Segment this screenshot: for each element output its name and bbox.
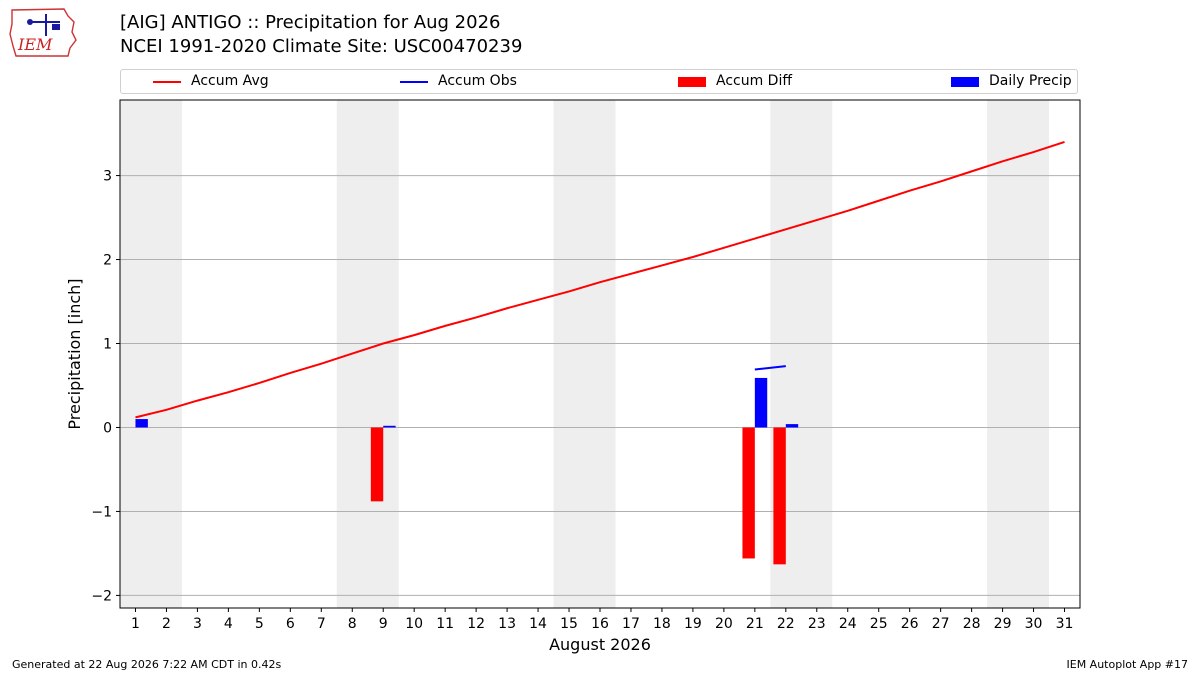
weekend-shade-band [336, 100, 399, 608]
logo-text: IEM [17, 35, 53, 54]
x-tick-label: 30 [1025, 616, 1043, 632]
y-tick-label: 2 [103, 253, 112, 269]
legend-label-accum-diff: Accum Diff [716, 73, 793, 89]
x-tick-label: 18 [653, 616, 671, 632]
x-tick-label: 8 [348, 616, 357, 632]
legend-label-accum-obs: Accum Obs [438, 73, 517, 89]
chart-title: [AIG] ANTIGO :: Precipitation for Aug 20… [120, 12, 501, 33]
accum-diff-bar [773, 427, 786, 565]
legend-label-daily-precip: Daily Precip [989, 73, 1072, 89]
x-tick-label: 1 [131, 616, 140, 632]
x-tick-label: 10 [405, 616, 423, 632]
y-tick-label: 1 [103, 337, 112, 353]
x-tick-label: 29 [994, 616, 1012, 632]
x-tick-label: 6 [286, 616, 295, 632]
x-tick-label: 31 [1056, 616, 1074, 632]
legend-swatch-accum-obs [400, 81, 428, 83]
x-tick-label: 26 [901, 616, 919, 632]
legend-label-accum-avg: Accum Avg [191, 73, 269, 89]
daily-precip-bar [383, 425, 396, 428]
x-tick-label: 13 [498, 616, 516, 632]
y-tick-label: 0 [103, 420, 112, 436]
x-tick-label: 14 [529, 616, 547, 632]
x-tick-label: 22 [777, 616, 795, 632]
y-tick-label: −1 [91, 504, 112, 520]
chart-subtitle: NCEI 1991-2020 Climate Site: USC00470239 [120, 36, 523, 57]
bars-layer [135, 377, 799, 565]
x-tick-label: 25 [870, 616, 888, 632]
daily-precip-bar [785, 424, 799, 428]
x-tick-label: 12 [467, 616, 485, 632]
x-tick-label: 24 [839, 616, 857, 632]
weekend-shade-band [553, 100, 616, 608]
x-tick-label: 3 [193, 616, 202, 632]
chart-legend: Accum Avg Accum Obs Accum Diff Daily Pre… [120, 69, 1078, 94]
iowa-outline-shape [9, 8, 77, 57]
x-axis-label: August 2026 [549, 635, 651, 654]
accum-avg-line [135, 141, 1065, 419]
weekend-shading-layer [120, 100, 1050, 608]
app-credit: IEM Autoplot App #17 [1066, 658, 1189, 671]
y-tick-label: 3 [103, 169, 112, 185]
x-tick-label: 21 [746, 616, 764, 632]
x-tick-label: 2 [162, 616, 171, 632]
x-tick-label: 16 [591, 616, 609, 632]
sensor-box-icon [52, 24, 60, 30]
x-tick-label: 19 [684, 616, 702, 632]
accum-diff-bar [742, 427, 755, 559]
lines-layer [135, 141, 1065, 419]
x-tick-label: 28 [963, 616, 981, 632]
y-tick-label: −2 [91, 588, 112, 604]
legend-swatch-accum-diff [678, 77, 706, 87]
y-axis-label: Precipitation [inch] [65, 278, 84, 429]
x-tick-label: 15 [560, 616, 578, 632]
x-tick-label: 4 [224, 616, 233, 632]
legend-swatch-daily-precip [951, 77, 979, 87]
x-tick-label: 5 [255, 616, 264, 632]
accum-obs-line [754, 365, 786, 371]
daily-precip-bar [754, 377, 768, 428]
accum-diff-bar [370, 427, 384, 502]
x-tick-label: 17 [622, 616, 640, 632]
x-tick-label: 7 [317, 616, 326, 632]
daily-precip-bar [135, 419, 148, 428]
legend-swatch-accum-avg [153, 81, 181, 83]
x-tick-label: 27 [932, 616, 950, 632]
anemometer-cup-icon [27, 19, 33, 25]
weekend-shade-band [120, 100, 182, 608]
generated-timestamp: Generated at 22 Aug 2026 7:22 AM CDT in … [12, 658, 282, 671]
x-tick-label: 23 [808, 616, 826, 632]
gridlines-layer [120, 175, 1080, 596]
x-tick-label: 11 [436, 616, 454, 632]
x-tick-label: 20 [715, 616, 733, 632]
iem-logo: IEM [9, 8, 77, 57]
weekend-shade-band [987, 100, 1050, 608]
x-tick-label: 9 [379, 616, 388, 632]
